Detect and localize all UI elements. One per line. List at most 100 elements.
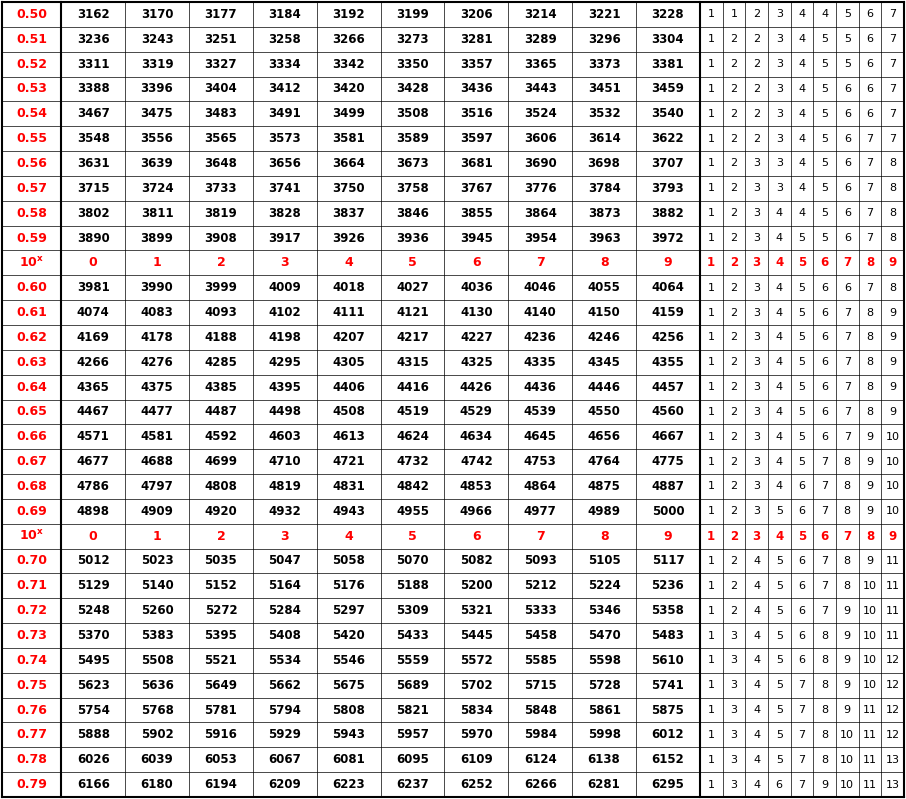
Text: 6223: 6223 [333, 778, 365, 791]
Text: 7: 7 [889, 59, 896, 69]
Text: 0.76: 0.76 [16, 704, 47, 717]
Text: 2: 2 [730, 84, 737, 94]
Text: 4797: 4797 [140, 480, 173, 493]
Text: 7: 7 [889, 133, 896, 144]
Text: 3: 3 [753, 308, 760, 317]
Text: 0.74: 0.74 [16, 654, 47, 667]
Text: 4: 4 [776, 283, 783, 292]
Text: 4808: 4808 [205, 480, 237, 493]
Text: 8: 8 [889, 283, 896, 292]
Text: 12: 12 [885, 705, 900, 715]
Text: 5058: 5058 [333, 555, 365, 567]
Text: 5: 5 [843, 59, 851, 69]
Text: 5: 5 [821, 209, 828, 218]
Text: 0.57: 0.57 [16, 182, 47, 195]
Text: 5236: 5236 [651, 579, 684, 592]
Text: 7: 7 [866, 133, 873, 144]
Text: 1: 1 [708, 606, 715, 616]
Text: 4603: 4603 [268, 431, 301, 443]
Text: 4909: 4909 [140, 505, 173, 518]
Text: 3443: 3443 [524, 82, 556, 95]
Text: 5383: 5383 [140, 629, 173, 642]
Text: 5224: 5224 [588, 579, 621, 592]
Text: 3855: 3855 [460, 207, 493, 220]
Text: 1: 1 [708, 581, 715, 590]
Text: 4613: 4613 [333, 431, 365, 443]
Text: 5808: 5808 [333, 704, 365, 717]
Text: 8: 8 [821, 630, 828, 641]
Text: 4188: 4188 [205, 331, 237, 344]
Text: 5728: 5728 [588, 678, 621, 692]
Text: 4560: 4560 [651, 405, 684, 419]
Text: 8: 8 [866, 407, 873, 417]
Text: 6039: 6039 [140, 753, 173, 766]
Text: 6: 6 [843, 84, 851, 94]
Text: 6: 6 [866, 109, 873, 119]
Text: 1: 1 [708, 133, 715, 144]
Text: 3631: 3631 [77, 157, 110, 170]
Text: 6: 6 [821, 357, 828, 368]
Text: 8: 8 [889, 158, 896, 169]
Text: 3802: 3802 [77, 207, 110, 220]
Text: 5662: 5662 [268, 678, 301, 692]
Text: 5070: 5070 [396, 555, 429, 567]
Text: 5: 5 [798, 233, 805, 243]
Text: 5: 5 [776, 556, 783, 566]
Text: 4943: 4943 [333, 505, 365, 518]
Text: 4256: 4256 [651, 331, 684, 344]
Text: 3396: 3396 [140, 82, 173, 95]
Text: 9: 9 [866, 507, 873, 516]
Text: 5: 5 [821, 34, 828, 44]
Text: 4539: 4539 [524, 405, 556, 419]
Text: 3837: 3837 [333, 207, 365, 220]
Text: 5861: 5861 [588, 704, 621, 717]
Text: 2: 2 [730, 382, 737, 392]
Text: 3258: 3258 [268, 33, 301, 46]
Text: 4467: 4467 [77, 405, 110, 419]
Text: 4: 4 [776, 530, 784, 543]
Text: 3192: 3192 [333, 8, 365, 21]
Text: 3499: 3499 [333, 107, 365, 121]
Text: 1: 1 [708, 655, 715, 666]
Text: 3784: 3784 [588, 182, 621, 195]
Text: 2: 2 [730, 581, 737, 590]
Text: 1: 1 [708, 730, 715, 740]
Text: 3404: 3404 [205, 82, 237, 95]
Text: 3: 3 [776, 10, 783, 19]
Text: 5: 5 [776, 507, 783, 516]
Text: 5: 5 [821, 84, 828, 94]
Text: 4121: 4121 [396, 306, 429, 319]
Text: 6: 6 [866, 59, 873, 69]
Text: 3342: 3342 [333, 58, 365, 70]
Text: 3963: 3963 [588, 232, 621, 244]
Text: 0.54: 0.54 [16, 107, 47, 121]
Text: 5: 5 [776, 630, 783, 641]
Text: 5902: 5902 [140, 729, 173, 741]
Text: 3828: 3828 [268, 207, 301, 220]
Text: 8: 8 [843, 482, 851, 491]
Text: 4446: 4446 [588, 380, 621, 394]
Text: 10: 10 [863, 655, 877, 666]
Text: 3: 3 [753, 456, 760, 467]
Text: 5572: 5572 [460, 654, 493, 667]
Text: 7: 7 [866, 283, 873, 292]
Text: 9: 9 [889, 308, 896, 317]
Text: 4477: 4477 [140, 405, 173, 419]
Text: 6152: 6152 [651, 753, 684, 766]
Text: 3: 3 [776, 34, 783, 44]
Text: 3: 3 [776, 183, 783, 193]
Text: 5559: 5559 [396, 654, 429, 667]
Text: 4335: 4335 [524, 356, 556, 368]
Text: 3999: 3999 [205, 281, 237, 294]
Text: 4898: 4898 [77, 505, 110, 518]
Text: 4764: 4764 [588, 455, 621, 468]
Text: 0.60: 0.60 [16, 281, 47, 294]
Text: 5508: 5508 [140, 654, 173, 667]
Text: 9: 9 [889, 530, 897, 543]
Text: 3622: 3622 [651, 132, 684, 145]
Text: 6: 6 [821, 332, 828, 343]
Text: 5483: 5483 [651, 629, 684, 642]
Text: 3: 3 [753, 431, 760, 442]
Text: 6: 6 [843, 233, 851, 243]
Text: 1: 1 [708, 705, 715, 715]
